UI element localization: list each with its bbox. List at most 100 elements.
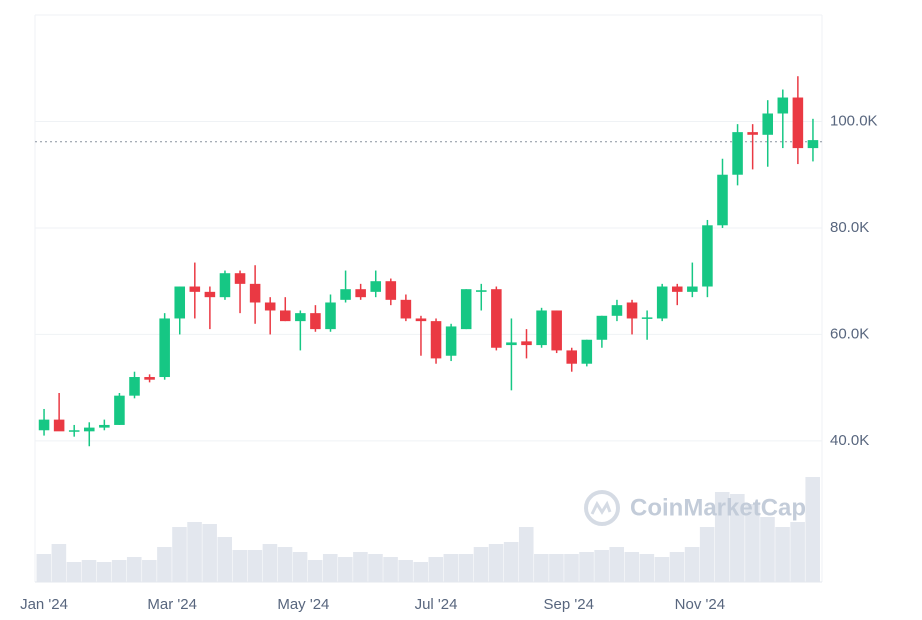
volume-bar: [699, 527, 715, 582]
candle-body: [385, 281, 397, 300]
candle-body: [340, 289, 351, 300]
candle-body: [626, 302, 638, 319]
x-tick-label: Mar '24: [147, 596, 197, 613]
volume-bar: [142, 560, 157, 582]
candle-body: [641, 317, 653, 319]
candle-body: [521, 341, 532, 346]
volume-bar: [36, 554, 52, 582]
y-tick-label: 100.0K: [830, 112, 878, 129]
volume-bar: [760, 517, 775, 582]
candle-body: [144, 377, 155, 380]
watermark-logo: [584, 490, 620, 526]
volume-bar: [277, 547, 293, 582]
volume-bar: [609, 547, 624, 582]
candle-body: [295, 313, 306, 322]
candle-body: [310, 313, 321, 330]
candle-body: [717, 174, 728, 226]
candle-body: [159, 318, 170, 378]
volume-bar: [413, 562, 428, 582]
candle-body: [189, 286, 201, 292]
volume-bar: [232, 550, 248, 582]
volume-bar: [564, 554, 579, 582]
volume-bar: [172, 527, 187, 582]
candle-body: [747, 132, 758, 135]
volume-bar: [307, 560, 323, 582]
volume-bar: [126, 557, 142, 582]
x-tick-label: Jan '24: [20, 596, 68, 613]
candle-body: [83, 427, 95, 432]
volume-bar: [730, 494, 745, 582]
volume-bar: [338, 557, 353, 582]
candle-body: [174, 286, 186, 319]
candle-body: [68, 430, 80, 432]
x-tick-label: Jul '24: [415, 596, 458, 613]
candle-body: [611, 305, 623, 316]
volume-bar: [428, 557, 444, 582]
volume-bar: [669, 552, 685, 582]
candle-body: [325, 302, 336, 330]
candle-body: [445, 326, 457, 356]
volume-bar: [458, 554, 474, 582]
volume-bar: [579, 552, 594, 582]
candle-body: [656, 286, 668, 319]
candle-body: [581, 339, 593, 364]
volume-bar: [217, 537, 233, 582]
volume-bar: [639, 554, 655, 582]
volume-bar: [473, 547, 489, 582]
candle-body: [777, 97, 789, 114]
candle-body: [551, 310, 562, 351]
candle-body: [536, 310, 547, 346]
y-tick-label: 60.0K: [830, 325, 869, 342]
volume-bar: [503, 542, 519, 582]
volume-bar: [81, 560, 97, 582]
candle-body: [702, 225, 713, 287]
candle-body: [415, 318, 427, 322]
candle-body: [234, 273, 246, 284]
candle-body: [792, 97, 804, 149]
candle-body: [732, 132, 743, 175]
volume-bar: [805, 477, 820, 582]
x-tick-label: Sep '24: [544, 596, 594, 613]
volume-bar: [383, 557, 398, 582]
candle-body: [400, 299, 412, 319]
volume-bar: [654, 557, 670, 582]
volume-bar: [96, 562, 112, 582]
candle-body: [687, 286, 698, 292]
candle-body: [807, 140, 819, 149]
volume-bar: [111, 560, 127, 582]
candle-body: [460, 289, 472, 330]
volume-bar: [322, 554, 338, 582]
volume-bar: [247, 550, 263, 582]
volume-bar: [549, 554, 564, 582]
volume-bar: [443, 554, 459, 582]
candle-body: [475, 290, 487, 292]
x-tick-label: Nov '24: [675, 596, 725, 613]
candle-body: [279, 310, 291, 322]
y-tick-label: 40.0K: [830, 432, 869, 449]
volume-bar: [292, 552, 308, 582]
candle-body: [219, 273, 231, 298]
candle-body: [264, 302, 276, 311]
candle-body: [506, 342, 517, 346]
volume-bar: [202, 524, 217, 582]
volume-bar: [262, 544, 278, 582]
volume-bar: [66, 562, 82, 582]
candle-body: [99, 424, 110, 428]
candle-body: [491, 289, 502, 348]
volume-bar: [624, 552, 640, 582]
volume-bar: [518, 527, 534, 582]
candle-body: [38, 419, 50, 431]
candle-body: [204, 291, 216, 298]
candle-body: [596, 315, 608, 340]
candle-body: [53, 419, 65, 432]
candle-body: [762, 113, 774, 135]
volume-bar: [353, 552, 368, 582]
volume-bar: [684, 547, 700, 582]
candle-body: [114, 395, 125, 425]
candle-body: [671, 286, 683, 292]
volume-bar: [790, 522, 805, 582]
candle-body: [355, 289, 366, 298]
watermark: CoinMarketCap: [630, 494, 806, 521]
candle-body: [249, 283, 261, 303]
